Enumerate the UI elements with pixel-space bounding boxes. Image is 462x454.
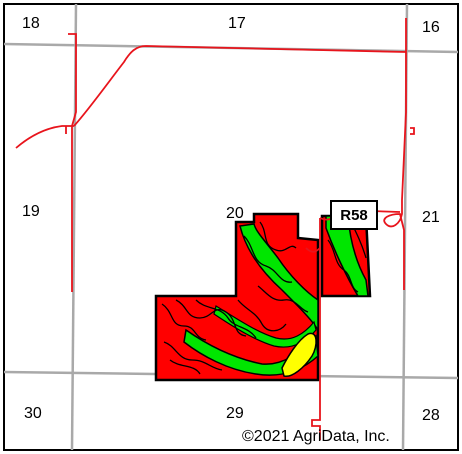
soil-unit-green-band-3 — [213, 305, 317, 348]
soil-unit-green-east — [325, 215, 369, 297]
road-r58-south — [311, 218, 321, 440]
copyright-text: ©2021 AgriData, Inc. — [242, 428, 390, 445]
road-shield-r58: R58 — [330, 200, 378, 230]
section-label-29: 29 — [226, 405, 244, 422]
section-label-17: 17 — [228, 15, 246, 32]
section-label-20: 20 — [226, 205, 244, 222]
soil-contours-main — [161, 221, 309, 375]
road-shield-label: R58 — [340, 206, 368, 224]
road-north-east-west — [73, 45, 407, 127]
soil-unit-yellow — [281, 332, 317, 377]
section-label-16: 16 — [422, 19, 440, 36]
soil-map — [154, 212, 372, 382]
section-label-19: 19 — [22, 203, 40, 220]
section-label-28: 28 — [422, 407, 440, 424]
road-r58-bend — [305, 247, 321, 253]
road-west-north-south — [68, 33, 77, 292]
section-label-30: 30 — [24, 405, 42, 422]
road-west-spur — [15, 125, 74, 149]
section-label-21: 21 — [422, 209, 440, 226]
road-east-spur — [410, 127, 415, 135]
road-east-north-south — [383, 18, 407, 290]
section-label-18: 18 — [22, 15, 40, 32]
